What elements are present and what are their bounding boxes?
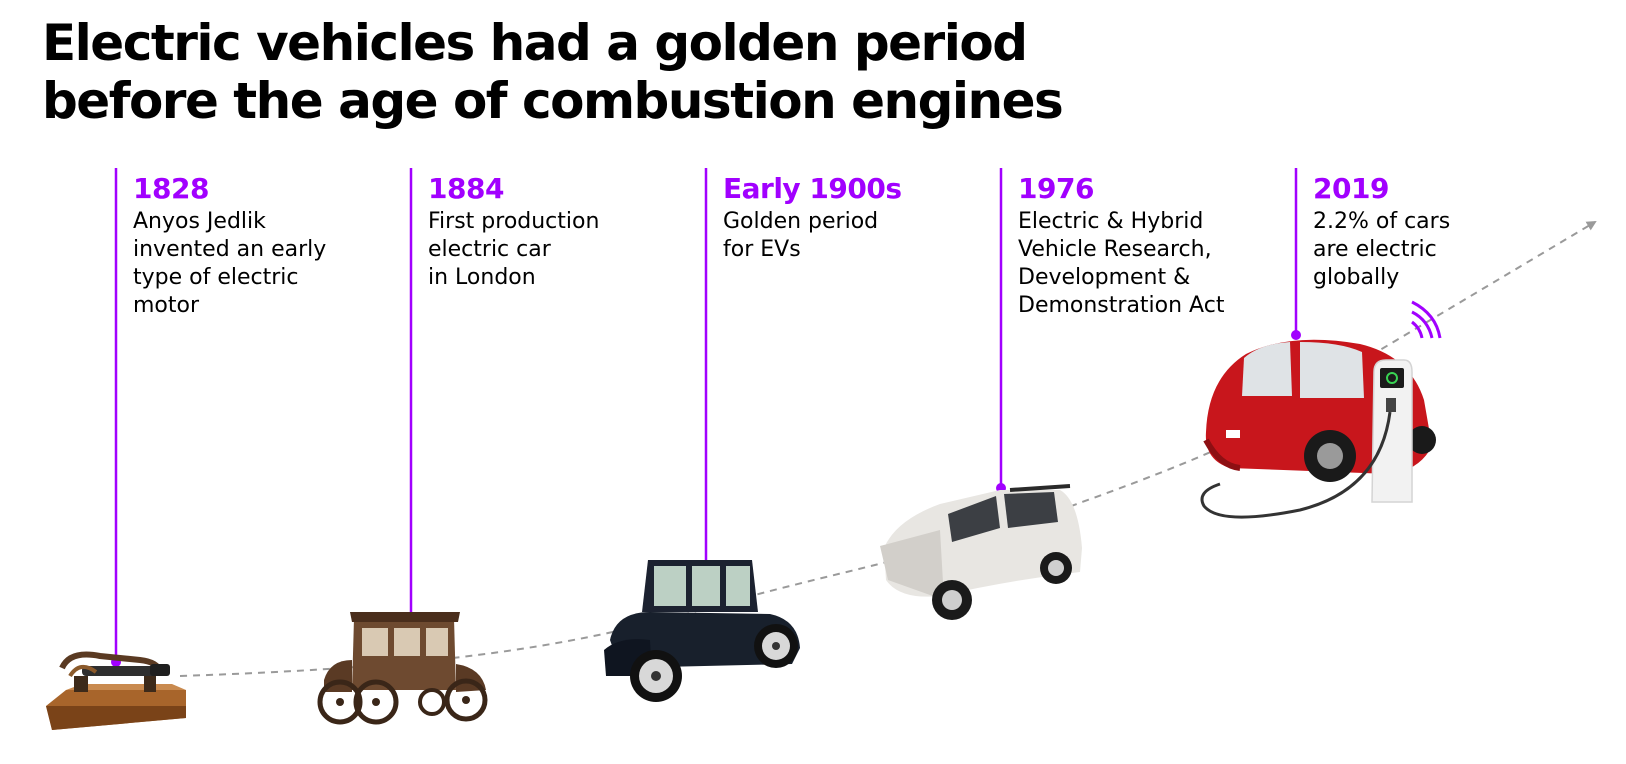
milestone-2019: 2019 2.2% of cars are electric globally bbox=[1313, 172, 1603, 292]
milestone-year: 1884 bbox=[428, 172, 504, 205]
milestone-description: Electric & Hybrid Vehicle Research, Deve… bbox=[1018, 209, 1225, 318]
timeline-connectors bbox=[114, 168, 1298, 658]
milestone-year: 1976 bbox=[1018, 172, 1094, 205]
early-1900s-electric-car-image bbox=[604, 560, 800, 702]
milestone-1884: 1884 First production electric car in Lo… bbox=[428, 172, 718, 292]
milestone-description: 2.2% of cars are electric globally bbox=[1313, 209, 1451, 290]
milestone-year: 2019 bbox=[1313, 172, 1389, 205]
milestone-1828: 1828 Anyos Jedlik invented an early type… bbox=[133, 172, 423, 320]
modern-ev-charging-image bbox=[1200, 300, 1442, 519]
page-title: Electric vehicles had a golden period be… bbox=[42, 14, 1064, 130]
milestone-description: First production electric car in London bbox=[428, 209, 600, 290]
early-electric-motor-image bbox=[46, 651, 186, 730]
vintage-electric-carriage-image bbox=[317, 612, 488, 725]
milestone-description: Anyos Jedlik invented an early type of e… bbox=[133, 209, 327, 318]
milestone-year: 1828 bbox=[133, 172, 209, 205]
milestone-early-1900s: Early 1900s Golden period for EVs bbox=[723, 172, 1013, 264]
milestone-description: Golden period for EVs bbox=[723, 209, 879, 262]
growth-trend-arrow bbox=[179, 220, 1597, 677]
milestone-1976: 1976 Electric & Hybrid Vehicle Research,… bbox=[1018, 172, 1308, 320]
milestone-year: Early 1900s bbox=[723, 172, 902, 205]
dot-2019 bbox=[1291, 330, 1301, 340]
1970s-compact-electric-car-image bbox=[880, 484, 1082, 620]
